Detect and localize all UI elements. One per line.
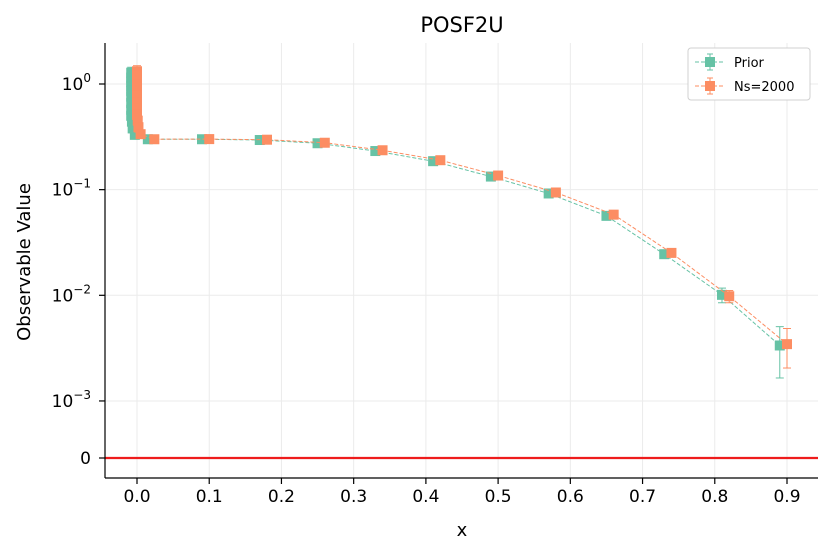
data-point — [601, 210, 612, 221]
y-tick-label: 100 — [62, 71, 91, 95]
legend-label: Ns=2000 — [734, 80, 794, 95]
data-point — [127, 123, 138, 134]
y-ticks: 100 10−1 10−2 10−3 0 — [52, 71, 105, 469]
data-point — [493, 170, 504, 181]
data-point — [774, 340, 785, 351]
x-tick-label: 0.7 — [629, 487, 656, 507]
data-point — [132, 109, 142, 120]
data-point — [262, 134, 272, 145]
data-point — [550, 187, 561, 198]
x-tick-label: 0.8 — [701, 487, 728, 507]
data-point — [485, 171, 496, 182]
data-point — [319, 137, 330, 148]
data-point — [126, 104, 137, 115]
data-point — [126, 116, 137, 127]
data-point — [724, 291, 735, 302]
x-tick-label: 0.4 — [412, 487, 439, 507]
data-point — [132, 115, 143, 126]
data-point — [717, 289, 727, 300]
data-point — [659, 249, 670, 260]
x-ticks: 0.0 0.1 0.2 0.3 0.4 0.5 0.6 0.7 0.8 0.9 — [123, 478, 801, 507]
x-tick-label: 0.2 — [268, 487, 295, 507]
x-tick-label: 0.6 — [557, 487, 584, 507]
legend: Prior Ns=2000 — [687, 47, 811, 101]
legend-item: Prior — [695, 53, 765, 71]
data-point — [608, 209, 619, 220]
data-point — [132, 103, 142, 114]
x-tick-label: 0.5 — [485, 487, 512, 507]
data-point — [129, 129, 140, 140]
data-point — [135, 129, 146, 140]
y-tick-label: 10−2 — [52, 282, 91, 306]
data-point — [435, 155, 446, 166]
y-tick-label: 10−3 — [52, 388, 91, 412]
data-point — [543, 188, 554, 199]
data-point — [126, 98, 137, 109]
data-point — [149, 134, 160, 145]
x-axis-label: x — [457, 520, 468, 541]
y-tick-label: 0 — [80, 449, 91, 469]
data-point — [126, 110, 137, 121]
x-tick-label: 0.9 — [773, 487, 800, 507]
data-point — [142, 134, 153, 145]
data-point — [132, 97, 142, 108]
data-point — [126, 91, 137, 102]
x-tick-label: 0.3 — [340, 487, 367, 507]
x-tick-label: 0.1 — [196, 487, 223, 507]
legend-marker — [705, 81, 715, 91]
series-group — [126, 65, 792, 379]
legend-marker — [705, 57, 715, 67]
data-point — [666, 247, 677, 258]
y-tick-label: 10−1 — [52, 177, 91, 201]
data-point — [377, 145, 388, 156]
data-point — [132, 90, 142, 101]
axes — [104, 43, 818, 479]
data-point — [312, 138, 323, 149]
x-tick-label: 0.0 — [123, 487, 150, 507]
legend-label: Prior — [734, 56, 765, 71]
data-point — [782, 339, 792, 350]
data-point — [370, 146, 381, 157]
data-point — [428, 156, 439, 167]
legend-frame — [687, 47, 811, 101]
legend-item: Ns=2000 — [695, 77, 794, 95]
data-point — [132, 85, 142, 96]
data-point — [133, 122, 144, 133]
data-point — [126, 85, 137, 96]
series-ns-2000 — [132, 65, 792, 369]
y-axis-label: Observable Value — [14, 183, 35, 341]
chart-title: POSF2U — [420, 13, 503, 37]
data-point — [204, 134, 215, 145]
data-point — [197, 134, 207, 145]
